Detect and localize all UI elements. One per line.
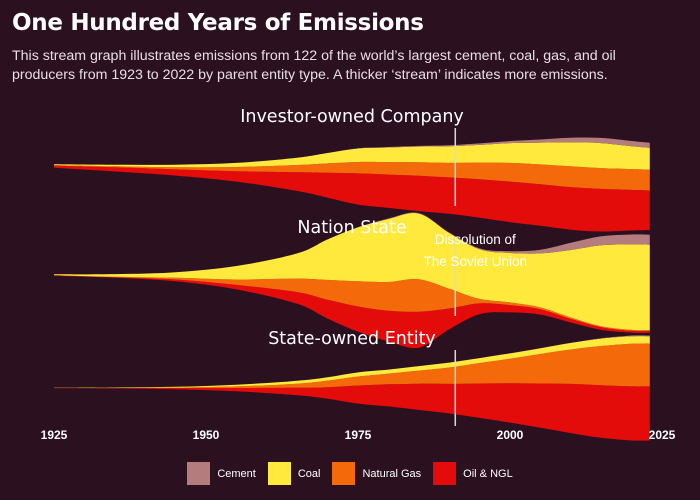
stream-oil-ngl-panel-2 [54,275,650,349]
stream-coal-panel-3 [54,336,650,388]
subtitle-line-2: producers from 1923 to 2022 by parent en… [12,67,608,83]
legend-label-cement: Cement [217,467,256,480]
legend-label-natural-gas: Natural Gas [362,467,422,480]
legend-item-coal[interactable]: Coal [267,462,321,485]
stream-natural-gas-panel-2 [54,275,650,332]
legend-swatch-natural-gas [332,462,356,485]
stream-cement-panel-1 [54,137,650,165]
legend-label-oil-ngl: Oil & NGL [463,467,513,480]
legend-swatch-cement [187,462,211,485]
panel-3: State-owned Entity [54,329,650,441]
legend: Cement Coal Natural Gas Oil & NGL [0,462,700,485]
legend-item-oil-ngl[interactable]: Oil & NGL [433,462,513,485]
x-tick-label-1925: 1925 [41,428,68,442]
subtitle-line-1: This stream graph illustrates emissions … [12,48,616,64]
annotation-text-line-1: Dissolution of [435,232,516,247]
legend-item-cement[interactable]: Cement [187,462,256,485]
x-axis: 1925 1950 1975 2000 2025 [41,428,676,442]
annotation-text-line-2: The Soviet Union [423,254,527,269]
stream-coal-panel-1 [54,142,650,170]
panel-1: Investor-owned Company [54,107,650,232]
legend-swatch-oil-ngl [433,462,457,485]
facet-title-panel-3: State-owned Entity [268,329,436,349]
facet-title-panel-2: Nation State [297,218,406,238]
stream-oil-ngl-panel-1 [54,165,650,232]
x-tick-label-2000: 2000 [497,428,524,442]
x-tick-label-1950: 1950 [193,428,220,442]
x-tick-label-1975: 1975 [345,428,372,442]
chart-title: One Hundred Years of Emissions [12,10,424,36]
stream-natural-gas-panel-3 [54,343,650,389]
stream-oil-ngl-panel-3 [54,383,650,441]
legend-label-coal: Coal [297,467,321,480]
stream-natural-gas-panel-1 [54,161,650,191]
legend-item-natural-gas[interactable]: Natural Gas [332,462,421,485]
stream-coal-panel-2 [54,213,650,331]
x-tick-label-2025: 2025 [649,428,676,442]
legend-swatch-coal [267,462,291,485]
panel-2: Nation State [54,212,650,349]
facet-title-panel-1: Investor-owned Company [240,107,464,127]
panels-layer: Investor-owned Company Nation State State-… [54,107,650,441]
annotation-layer: Dissolution of The Soviet Union [423,128,527,426]
chart-subtitle: This stream graph illustrates emissions … [12,47,692,85]
